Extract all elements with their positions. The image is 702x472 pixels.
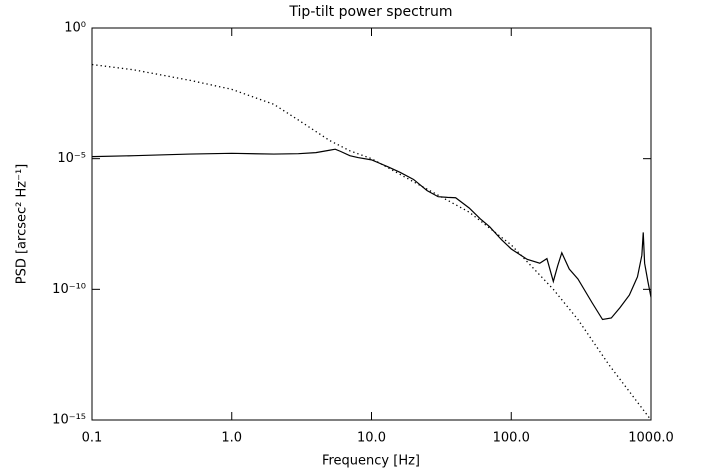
- x-tick-label: 100.0: [493, 431, 530, 446]
- y-tick-label: 10⁻¹⁰: [52, 282, 86, 297]
- x-tick-label: 1000.0: [628, 431, 674, 446]
- y-tick-label: 10⁻⁵: [57, 151, 86, 166]
- measured-line: [91, 148, 652, 321]
- x-tick-label: 10.0: [357, 431, 386, 446]
- plot-frame: [91, 27, 652, 421]
- x-tick-label: 0.1: [82, 431, 103, 446]
- y-tick-label: 10⁻¹⁵: [52, 413, 86, 428]
- x-axis-label: Frequency [Hz]: [322, 454, 420, 469]
- x-tick-label: 1.0: [221, 431, 242, 446]
- model-line: [91, 63, 652, 421]
- chart-title: Tip-tilt power spectrum: [288, 4, 452, 20]
- y-axis-label: PSD [arcsec² Hz⁻¹]: [15, 164, 30, 285]
- y-tick-label: 10⁰: [64, 21, 86, 36]
